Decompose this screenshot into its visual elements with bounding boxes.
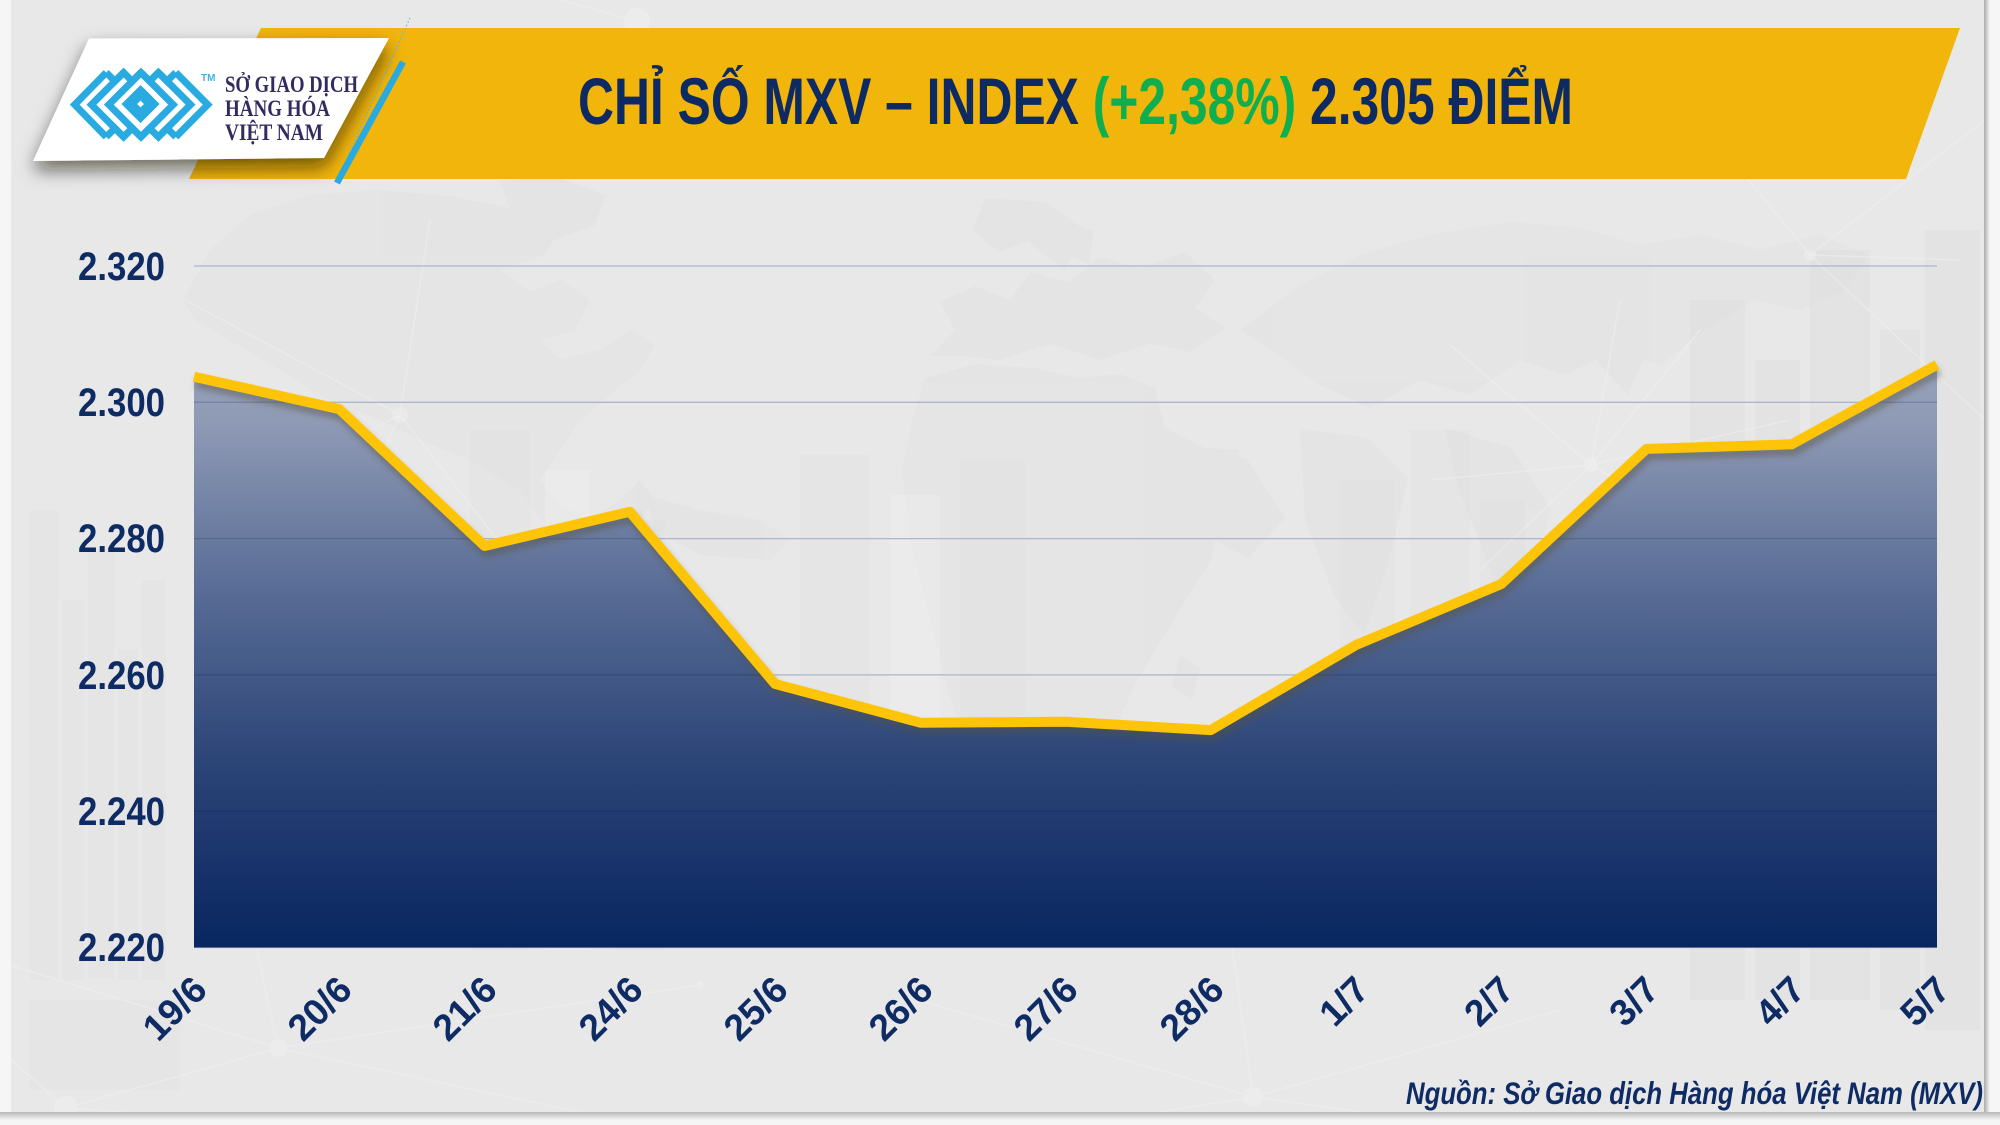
svg-text:TM: TM	[201, 73, 215, 84]
svg-text:2.220: 2.220	[78, 926, 165, 970]
svg-text:2.320: 2.320	[78, 245, 165, 289]
svg-text:2.280: 2.280	[78, 517, 165, 561]
svg-text:VIỆT NAM: VIỆT NAM	[225, 120, 323, 146]
svg-text:HÀNG HÓA: HÀNG HÓA	[225, 95, 330, 122]
svg-text:CHỈ SỐ MXV – INDEX (+2,38%) 2.: CHỈ SỐ MXV – INDEX (+2,38%) 2.305 ĐIỂM	[578, 64, 1573, 138]
svg-text:2.260: 2.260	[78, 654, 165, 698]
svg-text:2.300: 2.300	[78, 381, 165, 425]
svg-text:SỞ GIAO DỊCH: SỞ GIAO DỊCH	[225, 72, 358, 98]
svg-text:2.240: 2.240	[78, 790, 165, 834]
svg-text:Nguồn: Sở Giao dịch Hàng hóa V: Nguồn: Sở Giao dịch Hàng hóa Việt Nam (M…	[1406, 1075, 1983, 1111]
